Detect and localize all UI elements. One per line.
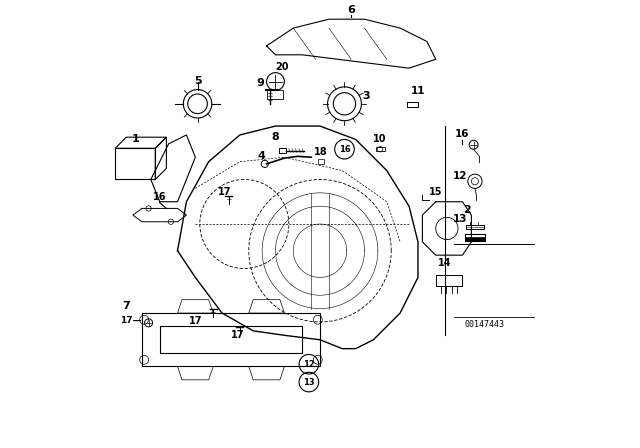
- Text: 5: 5: [194, 76, 202, 86]
- Text: 13: 13: [303, 378, 315, 387]
- Text: 3: 3: [362, 91, 370, 101]
- Text: 10: 10: [373, 134, 387, 144]
- Text: 13: 13: [453, 214, 467, 224]
- Text: 15: 15: [429, 187, 442, 197]
- Text: 16: 16: [339, 145, 350, 154]
- Text: 17: 17: [189, 316, 202, 326]
- Text: 4: 4: [257, 151, 265, 161]
- Text: 8: 8: [271, 132, 279, 142]
- Text: 17: 17: [231, 330, 244, 340]
- Text: 17—: 17—: [120, 316, 141, 325]
- Text: 16: 16: [153, 191, 166, 202]
- Text: 1: 1: [131, 134, 139, 144]
- Text: 12: 12: [303, 360, 315, 369]
- Text: 12: 12: [453, 172, 467, 181]
- Text: 7: 7: [122, 301, 130, 310]
- Text: 14: 14: [438, 258, 451, 268]
- Text: 9: 9: [256, 78, 264, 88]
- Text: 00147443: 00147443: [465, 320, 505, 329]
- Text: 11: 11: [411, 86, 425, 95]
- Text: 20: 20: [275, 62, 289, 73]
- Text: 2: 2: [463, 205, 471, 215]
- Text: 17: 17: [218, 187, 231, 197]
- Text: 6: 6: [348, 4, 355, 14]
- Text: 18: 18: [314, 147, 328, 157]
- Text: 16: 16: [455, 129, 470, 139]
- Polygon shape: [465, 237, 484, 241]
